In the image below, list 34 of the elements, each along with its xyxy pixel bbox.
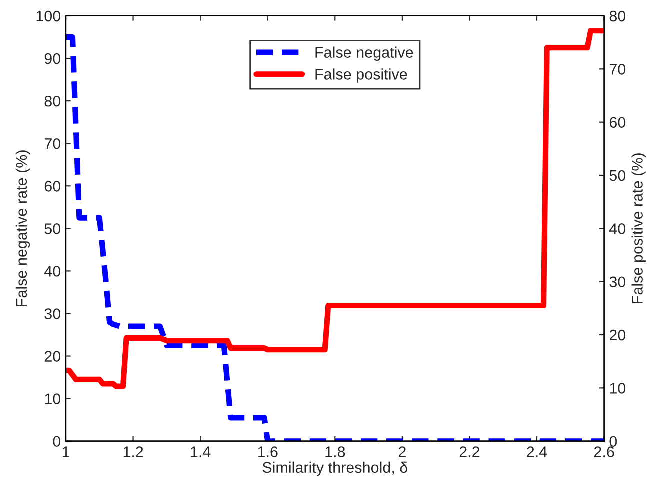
y2-tick-label: 80 [610, 10, 626, 22]
x-tick-label: 1.2 [124, 446, 144, 458]
y-tick-label: 0 [53, 436, 61, 448]
y2-tick-label: 70 [610, 64, 626, 75]
y-tick-label: 70 [44, 138, 61, 150]
y-tick-label: 80 [44, 96, 61, 107]
y2-tick-label: 10 [610, 383, 626, 394]
y-tick-label: 40 [44, 266, 61, 277]
x-axis-title: Similarity threshold, δ [262, 462, 408, 476]
y-axis-title: False negative rate (%) [16, 150, 30, 306]
y-tick-label: 60 [44, 181, 61, 192]
y-tick-label: 100 [36, 10, 61, 22]
x-tick-label: 2 [398, 446, 406, 458]
x-tick-label: 2.2 [460, 446, 480, 458]
legend-label: False positive [316, 68, 408, 83]
legend-label: False negative [316, 46, 414, 62]
y2-tick-label: 30 [610, 276, 626, 288]
x-tick-label: 2.6 [594, 446, 614, 458]
y-tick-label: 50 [44, 224, 61, 234]
y2-tick-label: 20 [610, 330, 626, 341]
x-tick-label: 1.8 [326, 446, 346, 458]
y2-tick-label: 60 [610, 117, 626, 128]
y2-axis-title: False positive rate (%) [632, 154, 646, 304]
x-tick-label: 1.6 [258, 446, 278, 458]
y-tick-label: 30 [44, 308, 61, 320]
y2-tick-label: 50 [610, 170, 626, 182]
y-tick-label: 20 [44, 351, 61, 362]
x-tick-label: 1 [62, 446, 70, 458]
y2-tick-label: 40 [610, 224, 626, 234]
x-tick-label: 1.4 [191, 446, 211, 458]
y2-tick-label: 0 [610, 436, 618, 448]
y-tick-label: 90 [44, 53, 61, 64]
y-tick-label: 10 [45, 394, 61, 404]
x-tick-label: 2.4 [527, 446, 548, 458]
